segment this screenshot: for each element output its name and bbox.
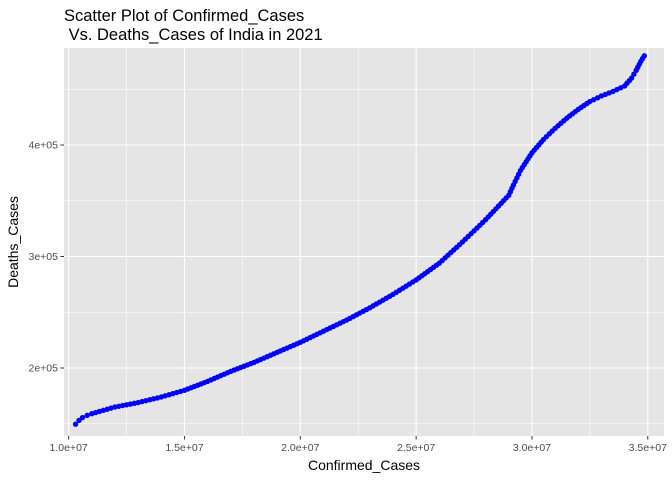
y-tick-label: 3e+05 (29, 251, 59, 263)
data-point (628, 75, 635, 81)
grid-major-lines (64, 48, 664, 436)
x-tick-label: 1.0e+07 (50, 442, 88, 454)
y-axis: 2e+05 3e+05 4e+05 (29, 140, 64, 375)
x-tick-label: 2.5e+07 (397, 442, 435, 454)
y-tick-label: 2e+05 (29, 363, 59, 375)
plot-panel (64, 48, 664, 436)
y-tick-label: 4e+05 (29, 140, 59, 152)
data-point (631, 71, 637, 77)
x-axis: 1.0e+07 1.5e+07 2.0e+07 2.5e+07 3.0e+07 3.5e+… (50, 436, 667, 454)
x-axis-title: Confirmed_Cases (308, 457, 420, 473)
x-tick-label: 1.5e+07 (165, 442, 203, 454)
x-tick-label: 2.0e+07 (281, 442, 319, 454)
y-axis-title: Deaths_Cases (5, 196, 21, 288)
data-points (72, 53, 648, 427)
data-point (641, 53, 648, 59)
chart-title-line-2: Vs. Deaths_Cases of India in 2021 (64, 26, 323, 44)
data-point (72, 421, 79, 427)
x-tick-label: 3.5e+07 (629, 442, 667, 454)
x-tick-label: 3.0e+07 (513, 442, 551, 454)
chart-title-line-1: Scatter Plot of Confirmed_Cases (64, 7, 304, 25)
data-point (84, 412, 90, 419)
data-point (79, 414, 86, 421)
